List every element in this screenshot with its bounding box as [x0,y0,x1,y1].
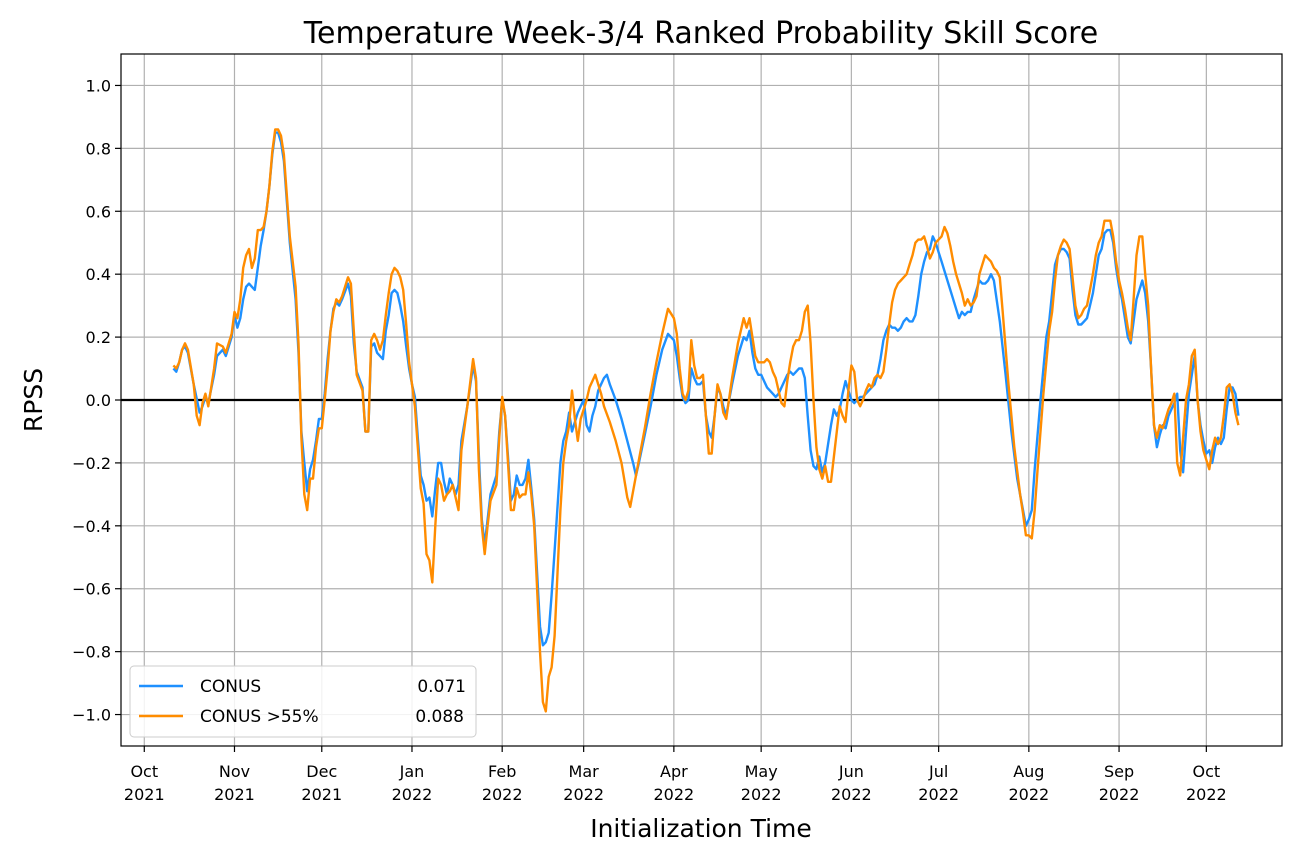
series-line-conus-55 [172,128,1240,713]
x-tick-label-month: Dec [306,762,337,781]
x-tick-label-month: Aug [1013,762,1044,781]
x-tick-label-year: 2022 [1008,785,1049,804]
x-tick-label-year: 2022 [482,785,523,804]
x-tick-label-month: Jan [399,762,425,781]
legend: CONUS 0.071 CONUS >55% 0.088 [129,665,477,738]
y-tick-label: −0.4 [72,517,111,536]
legend-label-conus-55: CONUS >55% [200,707,319,727]
y-tick-label: −0.2 [72,454,111,473]
x-tick-label-month: Mar [569,762,600,781]
x-tick-label-year: 2022 [653,785,694,804]
chart-title: Temperature Week-3/4 Ranked Probability … [303,16,1098,51]
x-tick-label-year: 2021 [301,785,342,804]
x-tick-label-month: May [745,762,778,781]
x-axis-label: Initialization Time [590,814,812,843]
y-tick-label: −1.0 [72,706,111,725]
x-tick-label-year: 2021 [124,785,165,804]
y-tick-label: 0.8 [86,139,111,158]
x-tick-label-year: 2022 [1186,785,1227,804]
x-tick-label-year: 2022 [918,785,959,804]
y-tick-label: 0.6 [86,202,111,221]
series-lines [172,128,1240,713]
x-tick-label-month: Apr [660,762,688,781]
x-tick-label-month: Feb [488,762,516,781]
legend-value-conus: 0.071 [417,677,466,697]
x-tick-label-year: 2022 [741,785,782,804]
x-tick-label-month: Jun [838,762,864,781]
x-tick-label-month: Jul [928,762,948,781]
y-tick-label: 0.0 [86,391,111,410]
y-tick-label: 1.0 [86,76,111,95]
x-tick-label-year: 2021 [214,785,255,804]
x-tick-label-month: Nov [219,762,250,781]
legend-value-conus-55: 0.088 [415,707,464,727]
x-tick-label-month: Sep [1104,762,1134,781]
y-tick-label: 0.4 [86,265,111,284]
x-tick-label-year: 2022 [392,785,433,804]
y-axis-label: RPSS [19,368,48,432]
x-tick-label-month: Oct [1193,762,1221,781]
x-tick-label-month: Oct [130,762,158,781]
x-tick-label-year: 2022 [563,785,604,804]
x-tick-label-year: 2022 [1099,785,1140,804]
y-tick-label: 0.2 [86,328,111,347]
y-tick-label: −0.6 [72,580,111,599]
x-tick-label-year: 2022 [831,785,872,804]
axis-ticks: −1.0 −0.8 −0.6 −0.4 −0.2 0.0 0.2 0.4 0.6 0.8 1.0 Oc… [72,76,1227,804]
legend-box [129,665,477,738]
y-tick-label: −0.8 [72,643,111,662]
legend-label-conus: CONUS [200,677,261,697]
